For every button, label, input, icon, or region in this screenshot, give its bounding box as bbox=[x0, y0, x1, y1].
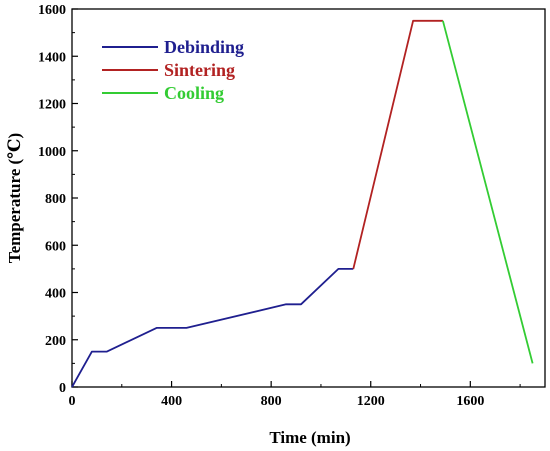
sintering-series-line bbox=[352, 19, 443, 270]
x-tick-label: 1200 bbox=[357, 394, 385, 409]
debinding-legend-label: Debinding bbox=[164, 37, 244, 57]
plot-frame bbox=[71, 8, 546, 388]
x-tick-label: 400 bbox=[161, 394, 182, 409]
y-tick-label: 1400 bbox=[38, 50, 66, 65]
x-tick-label: 800 bbox=[261, 394, 282, 409]
sintering-legend-label: Sintering bbox=[164, 60, 235, 80]
x-tick-label: 0 bbox=[69, 394, 76, 409]
y-tick-label: 800 bbox=[45, 192, 66, 207]
cooling-legend-label: Cooling bbox=[164, 83, 224, 103]
x-tick-label: 1600 bbox=[456, 394, 484, 409]
y-tick-label: 1200 bbox=[38, 98, 66, 113]
cooling-series-line bbox=[442, 20, 534, 364]
y-tick-label: 200 bbox=[45, 334, 66, 349]
y-tick-label: 0 bbox=[59, 381, 66, 396]
y-tick-label: 1000 bbox=[38, 145, 66, 160]
debinding-series-line bbox=[71, 267, 354, 388]
x-axis-title: Time (min) bbox=[269, 428, 350, 447]
y-tick-label: 400 bbox=[45, 287, 66, 302]
y-tick-label: 1600 bbox=[38, 3, 66, 18]
y-axis-title: Temperature (℃) bbox=[5, 133, 24, 263]
y-tick-label: 600 bbox=[45, 239, 66, 254]
